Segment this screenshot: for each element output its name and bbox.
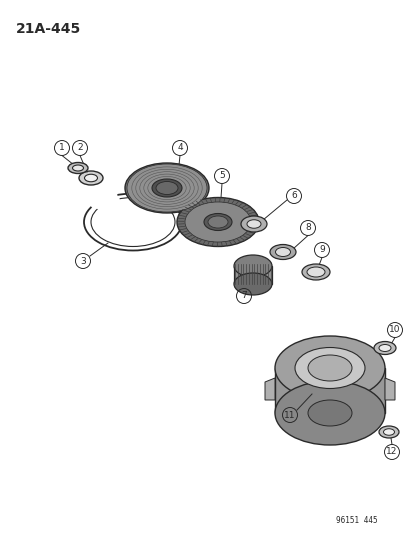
Ellipse shape — [127, 164, 206, 212]
Ellipse shape — [207, 216, 228, 228]
Ellipse shape — [240, 216, 266, 232]
Polygon shape — [264, 378, 274, 400]
Polygon shape — [233, 266, 271, 284]
Text: 11: 11 — [284, 410, 295, 419]
Ellipse shape — [156, 182, 178, 195]
Ellipse shape — [185, 202, 250, 242]
Ellipse shape — [382, 429, 394, 435]
Ellipse shape — [204, 214, 231, 230]
Text: 12: 12 — [385, 448, 397, 456]
Ellipse shape — [68, 163, 88, 174]
Ellipse shape — [306, 267, 324, 277]
Text: 7: 7 — [240, 292, 246, 301]
Ellipse shape — [301, 264, 329, 280]
Text: 10: 10 — [388, 326, 400, 335]
Ellipse shape — [274, 336, 384, 400]
Polygon shape — [274, 368, 384, 413]
Ellipse shape — [79, 171, 103, 185]
Ellipse shape — [378, 344, 390, 351]
Text: 9: 9 — [318, 246, 324, 254]
Ellipse shape — [275, 247, 290, 256]
Ellipse shape — [378, 426, 398, 438]
Text: 2: 2 — [77, 143, 83, 152]
Ellipse shape — [125, 163, 209, 213]
Text: 1: 1 — [59, 143, 65, 152]
Ellipse shape — [294, 348, 364, 389]
Ellipse shape — [233, 273, 271, 295]
Ellipse shape — [307, 400, 351, 426]
Text: 6: 6 — [290, 191, 296, 200]
Ellipse shape — [233, 255, 271, 277]
Ellipse shape — [307, 355, 351, 381]
Ellipse shape — [72, 165, 83, 171]
Ellipse shape — [269, 245, 295, 260]
Ellipse shape — [247, 220, 260, 228]
Text: 8: 8 — [304, 223, 310, 232]
Ellipse shape — [152, 179, 182, 197]
Text: 21A-445: 21A-445 — [16, 22, 81, 36]
Text: 96151 445: 96151 445 — [335, 516, 377, 525]
Ellipse shape — [274, 381, 384, 445]
Ellipse shape — [177, 198, 259, 246]
Text: 3: 3 — [80, 256, 85, 265]
Text: 5: 5 — [218, 172, 224, 181]
Text: 4: 4 — [177, 143, 183, 152]
Ellipse shape — [84, 174, 97, 182]
Ellipse shape — [373, 342, 395, 354]
Polygon shape — [384, 378, 394, 400]
